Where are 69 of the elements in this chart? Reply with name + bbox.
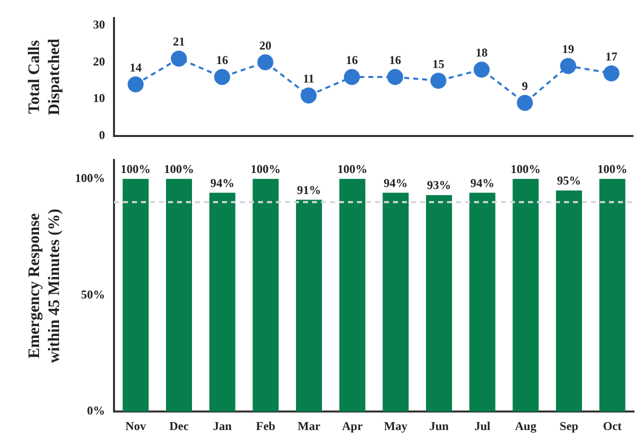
y-axis-title: Total Calls Dispatched <box>26 38 64 116</box>
point <box>516 94 533 111</box>
y-tick-label: 50% <box>81 287 105 302</box>
y-tick-label: 20 <box>93 54 105 68</box>
data-label: 100% <box>250 162 281 176</box>
point <box>300 87 317 104</box>
bar <box>556 190 582 412</box>
point <box>344 69 360 85</box>
x-tick-label: May <box>384 418 408 433</box>
data-label: 100% <box>164 162 194 176</box>
x-tick-label: Aug <box>514 418 536 433</box>
data-label: 100% <box>120 162 151 176</box>
x-tick-label: Oct <box>603 418 622 433</box>
data-label: 14 <box>130 60 142 74</box>
point <box>430 72 446 89</box>
data-label: 100% <box>510 162 541 176</box>
data-label: 16 <box>216 53 228 68</box>
point <box>387 69 404 85</box>
bar <box>122 178 149 412</box>
data-label: 94% <box>470 176 494 190</box>
bar <box>339 178 366 412</box>
point <box>560 58 576 74</box>
bar <box>469 192 496 412</box>
point <box>474 62 490 78</box>
bar <box>382 192 409 412</box>
x-tick-label: Jan <box>212 418 232 433</box>
data-label: 16 <box>389 53 402 68</box>
point <box>603 65 620 82</box>
x-tick-label: Feb <box>256 418 276 433</box>
y-tick-label: 0% <box>87 404 105 418</box>
x-tick-label: Mar <box>298 418 321 433</box>
data-label: 94% <box>210 176 234 190</box>
data-label: 11 <box>302 72 314 86</box>
data-label: 17 <box>605 49 618 64</box>
data-label: 20 <box>259 38 272 52</box>
point <box>257 54 274 70</box>
y-tick-label: 0 <box>99 128 105 142</box>
point <box>170 50 187 67</box>
y-tick-label: 30 <box>93 17 105 32</box>
bar <box>209 192 236 412</box>
bar <box>166 178 192 412</box>
bar <box>599 178 626 412</box>
data-label: 19 <box>562 42 574 56</box>
x-tick-label: Dec <box>169 418 190 433</box>
point <box>214 69 230 85</box>
point <box>128 76 144 92</box>
data-label: 15 <box>432 56 444 71</box>
data-label: 18 <box>476 46 488 60</box>
data-label: 9 <box>522 78 528 93</box>
y-axis-title: Emergency Response within 45 Minutes (%) <box>26 208 64 364</box>
y-tick-label: 100% <box>75 170 105 185</box>
bar <box>296 200 322 412</box>
bar <box>426 195 452 412</box>
x-tick-label: Nov <box>125 418 146 433</box>
data-label: 16 <box>346 53 358 68</box>
data-label: 94% <box>384 176 408 190</box>
bar <box>512 178 539 412</box>
x-tick-label: Apr <box>342 418 364 433</box>
data-label: 91% <box>297 182 321 197</box>
y-tick-label: 10 <box>93 91 105 106</box>
x-tick-label: Jun <box>429 418 449 433</box>
data-label: 100% <box>597 162 628 176</box>
data-label: 95% <box>557 174 581 188</box>
data-label: 93% <box>427 178 451 192</box>
data-label: 100% <box>337 162 368 176</box>
bar <box>252 178 279 412</box>
x-tick-label: Sep <box>560 418 579 433</box>
x-tick-label: Jul <box>474 418 491 433</box>
data-label: 21 <box>172 34 185 49</box>
